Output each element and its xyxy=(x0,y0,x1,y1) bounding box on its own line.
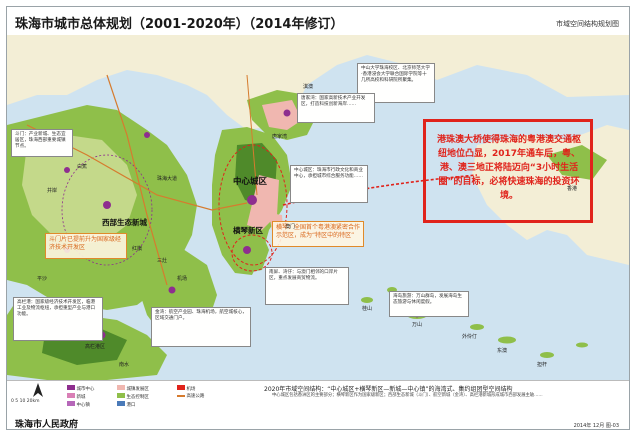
place-label: 担杆 xyxy=(537,362,548,368)
place-label: 井岸 xyxy=(47,188,58,194)
doumen-zone-note: 斗门片已提前升为国家级经济技术开发区 xyxy=(45,233,127,259)
header: 珠海市城市总体规划（2001-2020年）（2014年修订） 市域空间结构规划图 xyxy=(7,7,629,35)
bridge-highlight-text: 港珠澳大桥使得珠海的粤港澳交通枢纽地位凸显，2017年通车后，粤、港、澳三地正将… xyxy=(436,135,581,201)
town-marker xyxy=(144,132,150,138)
place-label: 三灶 xyxy=(157,258,168,264)
place-label: 淇澳 xyxy=(303,84,314,90)
mainland-north xyxy=(7,35,629,130)
callout-doumen: 斗门：产业新城、生态宜居区，珠海西部重要城镇节点。 xyxy=(11,129,73,157)
legend-notes: 中心城区包括香洲区的主要部分；横琴新区作为国家级新区；西部生态新城（斗门）、航空… xyxy=(272,393,543,398)
hengqin-marker xyxy=(243,246,251,254)
west-farmland xyxy=(22,135,137,245)
place-label: 南水 xyxy=(119,362,130,368)
place-label: 万山 xyxy=(412,322,423,328)
island xyxy=(540,352,554,358)
expressway xyxy=(106,74,168,286)
place-label: 外伶仃 xyxy=(462,334,478,340)
legend-item: 港口 xyxy=(117,401,135,408)
place-label: 平沙 xyxy=(37,276,48,282)
legend-item: 高速公路 xyxy=(177,393,204,399)
legend-item: 中心镇 xyxy=(67,401,90,408)
island xyxy=(470,324,484,330)
bridge-highlight-box: 港珠澳大桥使得珠海的粤港澳交通枢纽地位凸显，2017年通车后，粤、港、澳三地正将… xyxy=(423,119,593,223)
callout-tangjia: 唐家湾：国家高新技术产业开发区，打造科技创新海岸…… xyxy=(297,93,375,123)
hengqin-zone-outline xyxy=(231,234,273,272)
callout-gaolan: 高栏港：国家级经济技术开发区，临港工业及物流枢纽，承担重型产业与港口功能。 xyxy=(13,297,103,341)
sanzao-marker xyxy=(168,286,176,294)
date-figure-number: 2014年 12月 图-03 xyxy=(573,423,619,429)
scale-bar: 0 5 10 20km xyxy=(11,399,40,404)
callout-central: 中心城区：珠海市行政文化和商业中心，承担城市综合服务功能…… xyxy=(290,165,368,203)
map-area: 中心城区 横琴新区 西部生态新城 中山大学珠海校区、北京师范大学·香港浸会大学联… xyxy=(7,35,629,380)
legend-item: 城市中心 xyxy=(67,385,94,392)
hengqin-label: 横琴新区 xyxy=(233,226,263,235)
place-label: 机场 xyxy=(177,276,188,282)
issuer-name: 珠海市人民政府 xyxy=(15,420,79,430)
legend-title: 2020年市域空间结构：“中心城区+横琴新区—新城—中心镇”的海湾式、集约组团型… xyxy=(264,386,513,393)
place-label: 香港 xyxy=(567,186,578,192)
place-label: 高栏港区 xyxy=(85,344,106,350)
callout-south: 南屏、湾仔：与澳门相邻的口岸片区，重点发展商贸物流。 xyxy=(265,267,349,305)
island xyxy=(498,336,516,344)
city-center-marker xyxy=(247,195,257,205)
map-frame: 珠海市城市总体规划（2001-2020年）（2014年修订） 市域空间结构规划图 xyxy=(6,6,630,430)
callout-jinwan: 金湾：航空产业园、珠海机场，航空城核心，区域交通门户。 xyxy=(151,307,251,347)
legend-item: 机场 xyxy=(177,385,195,392)
island xyxy=(576,342,588,348)
legend-item: 生态控制区 xyxy=(117,393,149,400)
hengqin-note: 横琴：全国首个粤港澳紧密合作示范区，成为“特区中的特区” xyxy=(272,221,364,247)
central-city-label: 中心城区 xyxy=(233,177,268,187)
town-marker xyxy=(64,167,70,173)
west-zone-outline xyxy=(61,154,153,266)
place-label: 红旗 xyxy=(132,246,143,252)
legend-item: 新城 xyxy=(67,393,85,400)
callout-islands: 海岛旅游：万山群岛，发展海岛生态旅游与休闲度假。 xyxy=(389,291,469,317)
place-label: 唐家湾 xyxy=(272,134,288,140)
map-subtitle: 市域空间结构规划图 xyxy=(556,20,619,28)
tangjia-urban xyxy=(262,100,302,130)
place-label: 白蕉 xyxy=(77,164,88,170)
expressway xyxy=(246,74,258,196)
island xyxy=(361,297,373,303)
tangjia-marker xyxy=(283,109,291,117)
map-title: 珠海市城市总体规划（2001-2020年）（2014年修订） xyxy=(15,17,344,32)
place-label: 澳门 xyxy=(285,224,296,230)
place-label: 珠海大道 xyxy=(157,176,178,182)
place-label: 东澳 xyxy=(497,348,508,354)
legend-item: 城镇发展区 xyxy=(117,385,149,392)
place-label: 桂山 xyxy=(362,306,373,312)
legend-area: 0 5 10 20km 2020年市域空间结构：“中心城区+横琴新区—新城—中心… xyxy=(7,380,629,430)
new-city-marker xyxy=(103,201,111,209)
west-city-label: 西部生态新城 xyxy=(102,218,147,227)
north-arrow-icon xyxy=(33,383,43,397)
